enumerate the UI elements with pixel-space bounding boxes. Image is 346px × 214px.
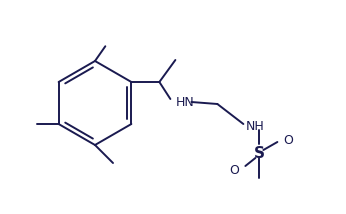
Text: NH: NH	[245, 119, 264, 132]
Text: O: O	[283, 134, 293, 147]
Text: S: S	[254, 147, 265, 162]
Text: O: O	[229, 163, 239, 177]
Text: HN: HN	[175, 95, 194, 108]
